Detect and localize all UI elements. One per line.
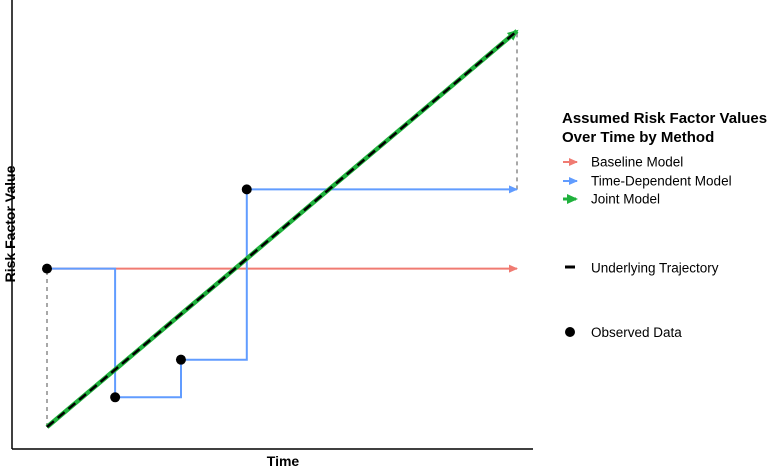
legend-label-joint: Joint Model (591, 192, 660, 207)
observed-point-2 (110, 392, 121, 403)
series-line-time-dependent-model (47, 185, 518, 399)
legend-label-underlying: Underlying Trajectory (591, 261, 719, 276)
legend-item-time-dependent: Time-Dependent Model (563, 174, 732, 189)
legend-label-observed: Observed Data (591, 325, 682, 340)
series-line-underlying-trajectory (46, 30, 518, 428)
legend-item-baseline: Baseline Model (563, 155, 683, 170)
y-axis-title: Risk Factor Value (2, 165, 18, 282)
legend-item-joint: Joint Model (563, 192, 660, 207)
x-axis-title: Time (267, 453, 300, 469)
legend-item-underlying: Underlying Trajectory (565, 261, 719, 276)
legend: Assumed Risk Factor Values Over Time by … (562, 110, 767, 340)
legend-label-baseline: Baseline Model (591, 155, 683, 170)
legend-dot-observed (565, 327, 575, 337)
plot-area (42, 29, 519, 429)
observed-point-1 (42, 263, 52, 274)
observed-point-3 (175, 354, 186, 365)
legend-title-line-1: Assumed Risk Factor Values (562, 110, 767, 127)
legend-label-time-dependent: Time-Dependent Model (591, 174, 732, 189)
legend-title-line-2: Over Time by Method (562, 129, 714, 146)
legend-item-observed: Observed Data (565, 325, 682, 340)
observed-point-4 (241, 184, 252, 195)
